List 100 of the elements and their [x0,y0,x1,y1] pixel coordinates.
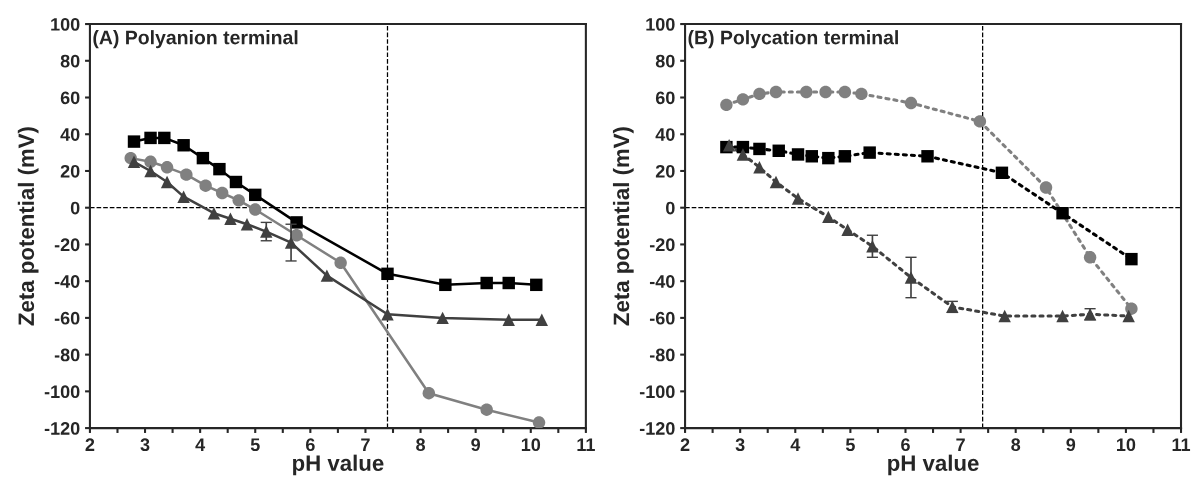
y-tick-label: 100 [646,17,675,31]
point [422,386,436,400]
point [290,216,303,229]
point [822,151,835,165]
point [736,148,750,161]
y-tick-label: 100 [51,17,80,31]
x-tick-label: 9 [1066,438,1076,452]
y-tick-label: -40 [54,275,80,288]
chart-title: (A) Polyanion terminal [93,30,298,49]
point [480,403,493,416]
point [480,276,493,290]
y-tick-label: 20 [60,164,80,178]
y-tick-label: -60 [649,311,675,325]
point [207,207,221,220]
point [791,192,805,205]
x-tick-label: 9 [471,438,481,452]
chart-title: (B) Polycation terminal [688,30,898,49]
x-tick-label: 5 [845,438,855,452]
point [753,87,766,101]
y-tick-label: 60 [655,91,675,105]
y-tick-label: -100 [639,385,675,399]
point [736,93,750,106]
point [196,151,210,165]
point [320,269,334,282]
point [144,164,157,178]
x-tick-label: 8 [1011,438,1021,452]
point [240,218,254,231]
x-tick-label: 10 [521,438,541,452]
point [160,161,174,174]
y-tick-label: -60 [54,311,80,325]
y-tick-label: -120 [639,422,675,435]
y-tick-label: -20 [649,238,675,252]
x-tick-label: 3 [735,438,745,452]
point [753,142,766,156]
point [772,144,785,157]
x-tick-label: 2 [680,438,690,451]
point [381,308,394,321]
y-tick-label: -80 [649,348,675,362]
point [439,278,452,292]
point [1039,181,1053,194]
point [998,309,1011,323]
x-tick-label: 2 [85,438,95,451]
point [1056,207,1069,220]
point [753,161,766,174]
point [144,131,157,145]
y-axis-title: Zeta potential (mV) [612,127,634,326]
x-tick-label: 11 [577,438,595,451]
y-tick-label: -100 [44,385,80,399]
y-tick-label: 60 [60,91,80,105]
y-tick-label: 80 [655,54,675,68]
point [995,166,1009,180]
x-axis-title: pH value [888,454,979,476]
point [177,139,190,152]
point [199,179,212,192]
point [1125,252,1138,266]
point [502,276,515,290]
y-tick-label: -20 [54,238,80,252]
y-tick-label: 40 [60,128,80,141]
point [229,175,243,189]
point [232,194,245,207]
point [224,212,237,225]
point [215,186,229,200]
point [838,85,852,99]
point [863,146,876,159]
x-tick-label: 4 [195,438,206,451]
point [532,416,546,429]
point [791,148,805,161]
x-tick-label: 8 [416,438,426,452]
x-tick-label: 4 [790,438,801,451]
y-axis-title: Zeta potential (mV) [17,127,39,326]
point [841,223,854,236]
point [805,150,819,163]
x-tick-label: 7 [956,438,965,451]
point [769,85,783,99]
x-tick-label: 7 [361,438,370,451]
point [819,85,832,99]
y-tick-label: 40 [655,128,675,141]
y-tick-label: 80 [60,54,80,68]
y-tick-label: 0 [666,201,675,215]
point [180,168,193,181]
point [381,267,394,281]
x-tick-label: 10 [1117,438,1136,452]
point [855,87,868,101]
y-tick-label: 0 [70,201,80,215]
point [144,155,157,168]
point [436,311,449,325]
point [249,188,262,202]
point [822,210,835,224]
x-tick-label: 5 [250,438,260,452]
point [973,115,987,128]
y-tick-label: 20 [655,164,675,178]
x-tick-label: 11 [1172,438,1191,451]
point [1056,309,1069,323]
point [530,278,543,292]
x-tick-label: 6 [305,438,315,452]
point [502,313,515,326]
point [158,131,171,145]
point [160,175,174,189]
point [769,175,783,189]
point [904,96,918,110]
